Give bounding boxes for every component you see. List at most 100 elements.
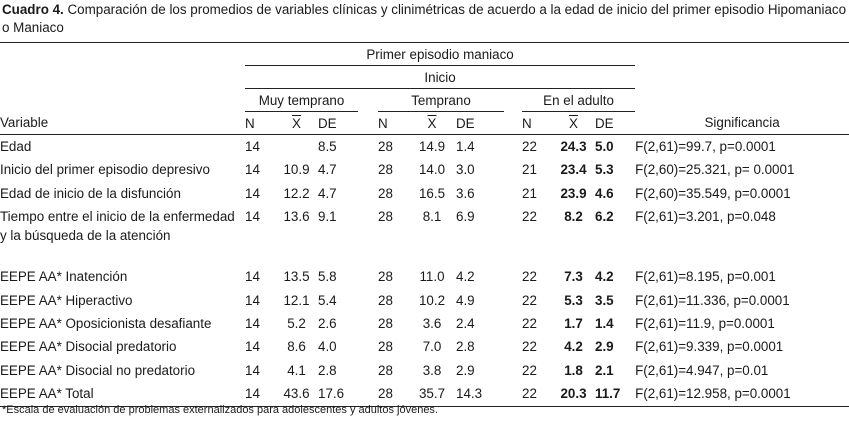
cell-sig: F(2,61)=11.336, p=0.0001 xyxy=(635,292,790,308)
table-row: Inicio del primer episodio depresivo 14 10… xyxy=(0,158,849,181)
cell-mt-n: 14 xyxy=(245,382,275,407)
cell-t-n: 28 xyxy=(378,269,393,285)
cell-a-n: 22 xyxy=(522,139,537,154)
stat-header-n: N xyxy=(522,111,552,135)
stat-header-de: DE xyxy=(595,111,636,135)
cell-sig: F(2,60)=35.549, p=0.0001 xyxy=(635,185,791,201)
cell-t-x: 7.0 xyxy=(422,339,442,355)
cell-mt-x: 5.2 xyxy=(287,316,306,332)
row-variable: Edad xyxy=(0,139,32,154)
cell-t-n: 28 xyxy=(378,316,393,332)
cell-a-de: 1.4 xyxy=(595,316,614,332)
cell-mt-x: 43.6 xyxy=(275,382,318,407)
cell-t-de: 3.0 xyxy=(456,162,475,178)
stat-header-x: X xyxy=(569,115,578,131)
table-row: EEPE AA* Disocial no predatorio 14 4.1 2.8 2… xyxy=(0,359,849,382)
cell-t-de: 2.4 xyxy=(456,316,475,332)
cell-a-x: 4.2 xyxy=(564,339,583,355)
table-row: Edad 14 8.5 28 14.9 1.4 22 24.3 5.0 F(2,61)=99.7,… xyxy=(0,135,849,159)
cell-mt-n: 14 xyxy=(245,269,260,285)
cell-sig: F(2,61)=4.947, p=0.01 xyxy=(635,362,769,378)
cell-mt-de: 4.7 xyxy=(318,185,337,201)
cell-t-de: 4.9 xyxy=(456,292,475,308)
cell-t-x: 8.1 xyxy=(422,209,442,225)
cell-a-n: 22 xyxy=(522,209,537,225)
group-header: Primer episodio maniaco xyxy=(245,42,636,66)
cell-mt-n: 14 xyxy=(245,316,260,332)
table-row: Edad de inicio de la disfunción 14 12.2 4.7… xyxy=(0,182,849,205)
col-temprano: Temprano xyxy=(378,88,504,112)
cell-mt-de: 4.0 xyxy=(318,339,337,355)
table-row: EEPE AA* Total 14 43.6 17.6 28 35.7 14.3 22 20.3… xyxy=(0,382,849,407)
variable-header: Variable xyxy=(0,111,245,135)
cell-mt-de: 2.6 xyxy=(318,316,337,332)
cell-mt-de: 17.6 xyxy=(318,382,358,407)
table-row: EEPE AA* Oposicionista desafiante 14 5.2 2.… xyxy=(0,312,849,335)
table-row: EEPE AA* Disocial predatorio 14 8.6 4.0 28 7.… xyxy=(0,335,849,358)
cell-t-n: 28 xyxy=(378,292,393,308)
cell-mt-de: 2.8 xyxy=(318,362,337,378)
cell-a-de: 3.5 xyxy=(595,292,614,308)
cell-mt-x: 13.6 xyxy=(283,209,310,225)
cell-sig: F(2,60)=25.321, p= 0.0001 xyxy=(635,162,795,178)
cell-a-de: 4.2 xyxy=(595,269,614,285)
cell-a-de: 5.3 xyxy=(595,162,614,178)
subgroup-header: Inicio xyxy=(245,65,636,89)
cell-a-x: 5.3 xyxy=(564,292,583,308)
row-variable: Inicio del primer episodio depresivo xyxy=(0,162,210,178)
cell-mt-n: 14 xyxy=(245,339,260,355)
stat-header-x: X xyxy=(292,115,301,131)
stat-header-n: N xyxy=(245,111,275,135)
cell-mt-de: 5.4 xyxy=(318,292,337,308)
cell-t-x: 3.8 xyxy=(422,362,442,378)
table-row: EEPE AA* Inatención 14 13.5 5.8 28 11.0 4.2 22 7… xyxy=(0,265,849,288)
cell-mt-x: 12.2 xyxy=(283,185,310,201)
cell-a-n: 22 xyxy=(522,382,552,407)
col-muy-temprano: Muy temprano xyxy=(245,88,358,112)
cell-mt-n: 14 xyxy=(245,292,260,308)
cell-mt-x: 4.1 xyxy=(287,362,306,378)
cell-sig: F(2,61)=12.958, p=0.0001 xyxy=(635,382,849,407)
row-variable: EEPE AA* Hiperactivo xyxy=(0,292,133,308)
cell-t-de: 2.9 xyxy=(456,362,475,378)
cell-a-x: 24.3 xyxy=(560,139,587,154)
cell-t-n: 28 xyxy=(378,382,408,407)
table-row: Tiempo entre el inicio de la enfermedad … xyxy=(0,205,849,265)
col-adulto: En el adulto xyxy=(522,88,636,112)
cell-a-de: 5.0 xyxy=(595,139,614,154)
cell-t-n: 28 xyxy=(378,362,393,378)
cell-a-n: 21 xyxy=(522,162,537,178)
cell-mt-n: 14 xyxy=(245,162,260,178)
cell-t-de: 6.9 xyxy=(456,209,475,225)
cell-a-x: 23.4 xyxy=(560,162,587,178)
cell-a-x: 8.2 xyxy=(564,209,583,225)
cell-a-n: 22 xyxy=(522,316,537,332)
cell-mt-de: 4.7 xyxy=(318,162,337,178)
stat-header-x: X xyxy=(427,115,437,131)
cell-t-de: 1.4 xyxy=(456,139,475,154)
cell-sig: F(2,61)=99.7, p=0.0001 xyxy=(635,139,776,154)
caption-text: Comparación de los promedios de variable… xyxy=(2,2,847,35)
cell-a-x: 20.3 xyxy=(552,382,595,407)
cell-mt-x xyxy=(275,135,318,159)
cell-mt-x: 12.1 xyxy=(283,292,310,308)
cell-mt-n: 14 xyxy=(245,362,260,378)
row-variable: EEPE AA* Total xyxy=(0,382,245,407)
cell-a-n: 22 xyxy=(522,292,537,308)
significance-header: Significancia xyxy=(635,111,849,135)
cell-a-x: 23.9 xyxy=(560,185,587,201)
cell-a-de: 2.9 xyxy=(595,339,614,355)
caption-label: Cuadro 4. xyxy=(2,2,64,17)
cell-t-x: 35.7 xyxy=(408,382,456,407)
cell-mt-x: 10.9 xyxy=(283,162,310,178)
cell-t-x: 3.6 xyxy=(422,316,442,332)
cell-mt-n: 14 xyxy=(245,185,260,201)
stat-header-n: N xyxy=(378,111,408,135)
row-variable: EEPE AA* Disocial predatorio xyxy=(0,339,177,355)
row-variable: EEPE AA* Inatención xyxy=(0,269,128,285)
row-variable: Tiempo entre el inicio de la enfermedad … xyxy=(0,209,235,244)
cell-t-n: 28 xyxy=(378,139,393,154)
footnote: *Escala de evaluación de problemas exter… xyxy=(2,404,438,416)
cell-a-n: 22 xyxy=(522,269,537,285)
cell-a-de: 6.2 xyxy=(595,209,614,225)
